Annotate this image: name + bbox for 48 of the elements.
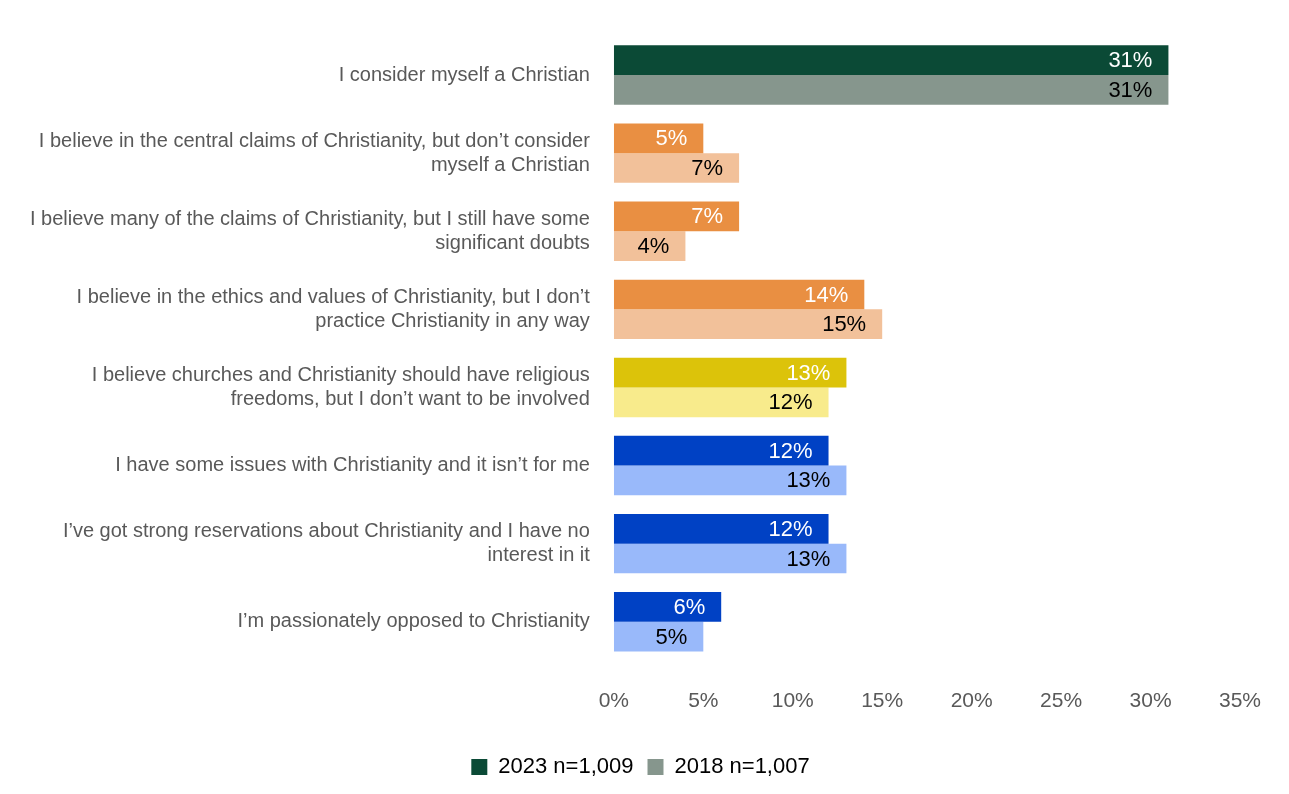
- bar: [613, 387, 829, 418]
- bar: [613, 45, 1169, 76]
- y-tick-label: I have some issues with Christianity and it isn’t for me: [115, 453, 590, 476]
- data-label: 5%: [655, 623, 688, 649]
- bar: [613, 153, 740, 183]
- data-label: 12%: [768, 389, 813, 415]
- data-label: 12%: [768, 515, 813, 541]
- x-tick-label: 15%: [861, 688, 904, 712]
- bar: [613, 592, 722, 622]
- y-tick-label: I believe churches and Christianity should have religious freedoms, but I don’t want to be involved: [91, 362, 590, 409]
- x-tick-label: 20%: [950, 688, 993, 712]
- bar: [613, 309, 883, 340]
- x-tick-label: 35%: [1218, 688, 1261, 712]
- bar: [613, 75, 1169, 105]
- bar: [613, 435, 829, 466]
- data-label: 5%: [655, 125, 688, 151]
- data-label: 15%: [822, 311, 867, 337]
- y-tick-label: I believe in the central claims of Christianity, but don’t consider myself a Christian: [38, 128, 591, 175]
- y-tick-label: I believe many of the claims of Christianity, but I still have some significant doubts: [29, 206, 590, 253]
- bar: [613, 201, 740, 232]
- x-tick-label: 0%: [598, 688, 630, 712]
- data-label: 13%: [786, 545, 831, 571]
- data-label: 31%: [1108, 76, 1153, 102]
- y-tick-label: I’m passionately opposed to Christianity: [237, 609, 590, 632]
- data-label: 4%: [637, 233, 670, 259]
- bar: [613, 279, 865, 310]
- bar: [613, 357, 847, 388]
- x-tick-label: 30%: [1129, 688, 1172, 712]
- y-tick-label: I’ve got strong reservations about Christianity and I have no interest in it: [62, 519, 591, 566]
- data-label: 13%: [786, 467, 831, 493]
- data-label: 13%: [786, 359, 831, 385]
- bar: [613, 543, 847, 574]
- y-tick-label: I believe in the ethics and values of Christianity, but I don’t practice Christianity in any way: [76, 284, 591, 331]
- data-label: 12%: [768, 437, 813, 463]
- data-label: 14%: [804, 281, 849, 307]
- x-tick-label: 10%: [771, 688, 814, 712]
- bar: [613, 513, 829, 544]
- y-tick-label: I consider myself a Christian: [338, 62, 590, 85]
- bar: [613, 123, 704, 154]
- legend-label: 2018 n=1,007: [674, 753, 810, 779]
- x-tick-label: 5%: [688, 688, 719, 712]
- x-tick-label: 25%: [1040, 688, 1083, 712]
- bar: [613, 465, 847, 496]
- data-label: 7%: [691, 155, 724, 181]
- legend-label: 2023 n=1,009: [498, 753, 634, 779]
- data-label: 6%: [673, 593, 706, 619]
- data-label: 7%: [691, 203, 724, 229]
- data-label: 31%: [1108, 47, 1153, 73]
